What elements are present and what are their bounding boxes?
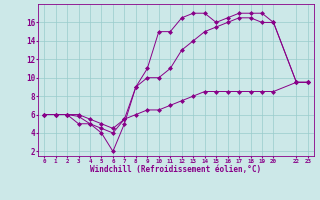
X-axis label: Windchill (Refroidissement éolien,°C): Windchill (Refroidissement éolien,°C): [91, 165, 261, 174]
